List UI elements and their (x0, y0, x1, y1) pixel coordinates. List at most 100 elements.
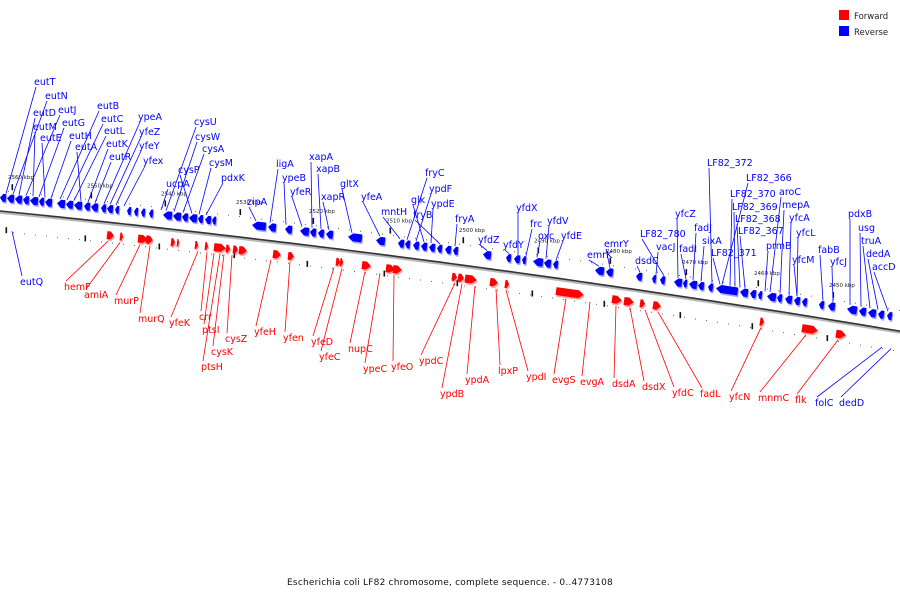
reverse-gene-feature[interactable] (29, 196, 40, 208)
reverse-gene-feature[interactable] (659, 276, 667, 287)
reverse-gene-feature[interactable] (73, 201, 84, 212)
gene-label-murq[interactable]: murQ (138, 314, 165, 325)
gene-label-eutm[interactable]: eutM (33, 122, 57, 133)
reverse-gene-feature[interactable] (412, 241, 421, 252)
gene-label-yfcm[interactable]: yfcM (792, 255, 814, 266)
reverse-gene-feature[interactable] (428, 243, 437, 254)
gene-label-eutc[interactable]: eutC (101, 114, 124, 125)
reverse-gene-feature[interactable] (347, 233, 364, 245)
reverse-gene-feature[interactable] (867, 308, 878, 320)
gene-label-fabb[interactable]: fabB (818, 245, 840, 256)
reverse-gene-feature[interactable] (0, 193, 8, 204)
reverse-gene-feature[interactable] (801, 298, 809, 309)
gene-label-euta[interactable]: eutA (75, 142, 98, 153)
reverse-gene-feature[interactable] (148, 209, 155, 220)
reverse-gene-feature[interactable] (682, 279, 689, 290)
gene-label-eutg[interactable]: eutG (62, 118, 85, 129)
reverse-gene-feature[interactable] (172, 212, 183, 223)
reverse-gene-feature[interactable] (707, 283, 715, 294)
gene-label-eutj[interactable]: eutJ (58, 105, 76, 116)
gene-label-eutl[interactable]: eutL (104, 126, 126, 137)
forward-gene-feature[interactable] (339, 258, 344, 269)
gene-label-vacj[interactable]: vacJ (656, 242, 675, 253)
forward-gene-feature[interactable] (457, 273, 465, 284)
forward-gene-feature[interactable] (213, 243, 227, 254)
reverse-gene-feature[interactable] (56, 199, 67, 210)
gene-label-eutb[interactable]: eutB (97, 101, 119, 112)
gene-label-gltx[interactable]: gltX (340, 179, 359, 190)
gene-label-folc[interactable]: folC (815, 398, 834, 409)
gene-label-hemf[interactable]: hemF (64, 282, 91, 293)
reverse-gene-feature[interactable] (90, 203, 100, 214)
reverse-gene-feature[interactable] (673, 278, 684, 289)
gene-label-ypeb[interactable]: ypeB (282, 173, 306, 184)
gene-label-frc[interactable]: frc (530, 219, 542, 230)
reverse-gene-feature[interactable] (162, 211, 174, 222)
reverse-gene-feature[interactable] (375, 236, 387, 248)
gene-label-fadj[interactable]: fadJ (694, 223, 712, 234)
gene-label-fadl[interactable]: fadL (700, 389, 721, 400)
gene-label-mnth[interactable]: mntH (381, 207, 407, 218)
reverse-gene-feature[interactable] (605, 268, 615, 279)
reverse-gene-feature[interactable] (513, 255, 522, 266)
gene-label-fryc[interactable]: fryC (425, 168, 445, 179)
gene-label-yfdy[interactable]: yfdY (503, 240, 524, 251)
forward-gene-feature[interactable] (170, 238, 176, 249)
forward-gene-feature[interactable] (464, 274, 478, 286)
gene-label-emrk[interactable]: emrK (587, 250, 613, 261)
gene-label-lf82-371[interactable]: LF82_371 (711, 248, 757, 259)
forward-gene-feature[interactable] (504, 279, 510, 290)
forward-gene-feature[interactable] (392, 265, 403, 276)
gene-label-yfdx[interactable]: yfdX (516, 203, 538, 214)
forward-gene-feature[interactable] (623, 296, 635, 308)
gene-label-dedd[interactable]: dedD (839, 398, 864, 409)
gene-label-ypda[interactable]: ypdA (465, 375, 490, 386)
gene-label-eutt[interactable]: eutT (34, 77, 56, 88)
reverse-gene-feature[interactable] (267, 223, 278, 234)
reverse-gene-feature[interactable] (688, 280, 699, 291)
reverse-gene-feature[interactable] (543, 259, 553, 270)
reverse-gene-feature[interactable] (404, 240, 412, 251)
gene-label-lpxp[interactable]: lpxP (498, 366, 518, 377)
reverse-gene-feature[interactable] (635, 272, 644, 283)
reverse-gene-feature[interactable] (827, 302, 837, 313)
gene-label-yfdv[interactable]: yfdV (547, 216, 569, 227)
reverse-gene-feature[interactable] (397, 239, 406, 250)
gene-label-ypea[interactable]: ypeA (138, 112, 162, 123)
reverse-gene-feature[interactable] (521, 256, 528, 267)
reverse-gene-feature[interactable] (532, 257, 545, 269)
forward-gene-feature[interactable] (759, 317, 766, 328)
forward-gene-feature[interactable] (232, 245, 239, 256)
gene-label-cysm[interactable]: cysM (209, 158, 233, 169)
forward-gene-feature[interactable] (361, 261, 372, 272)
gene-label-ypdf[interactable]: ypdF (429, 184, 452, 195)
gene-label-dsdc[interactable]: dsdC (635, 256, 659, 267)
reverse-gene-feature[interactable] (140, 208, 147, 219)
gene-label-lf82-780[interactable]: LF82_780 (640, 229, 686, 240)
forward-gene-feature[interactable] (225, 244, 231, 255)
reverse-gene-feature[interactable] (83, 202, 92, 213)
reverse-gene-feature[interactable] (181, 213, 190, 224)
reverse-gene-feature[interactable] (715, 284, 740, 298)
reverse-gene-feature[interactable] (14, 195, 24, 206)
gene-label-flk[interactable]: flk (795, 395, 807, 406)
reverse-gene-feature[interactable] (197, 215, 205, 225)
gene-label-deda[interactable]: dedA (866, 249, 891, 260)
gene-label-mnmc[interactable]: mnmC (758, 393, 790, 404)
gene-label-yfer[interactable]: yfeR (290, 187, 312, 198)
gene-label-yfdz[interactable]: yfdZ (478, 235, 500, 246)
gene-label-cysa[interactable]: cysA (202, 144, 225, 155)
forward-gene-feature[interactable] (639, 299, 647, 310)
gene-label-eute[interactable]: eutE (40, 133, 62, 144)
forward-gene-feature[interactable] (272, 250, 282, 261)
gene-label-pdxk[interactable]: pdxK (221, 173, 246, 184)
gene-label-cysp[interactable]: cysP (178, 165, 200, 176)
gene-label-usg[interactable]: usg (858, 223, 875, 234)
gene-label-lf82-372[interactable]: LF82_372 (707, 158, 753, 169)
gene-label-yfeh[interactable]: yfeH (254, 327, 276, 338)
gene-label-cysk[interactable]: cysK (211, 347, 234, 358)
reverse-gene-feature[interactable] (482, 250, 493, 262)
gene-label-yfec[interactable]: yfeC (319, 352, 341, 363)
reverse-gene-feature[interactable] (309, 228, 318, 239)
reverse-gene-feature[interactable] (552, 260, 560, 271)
